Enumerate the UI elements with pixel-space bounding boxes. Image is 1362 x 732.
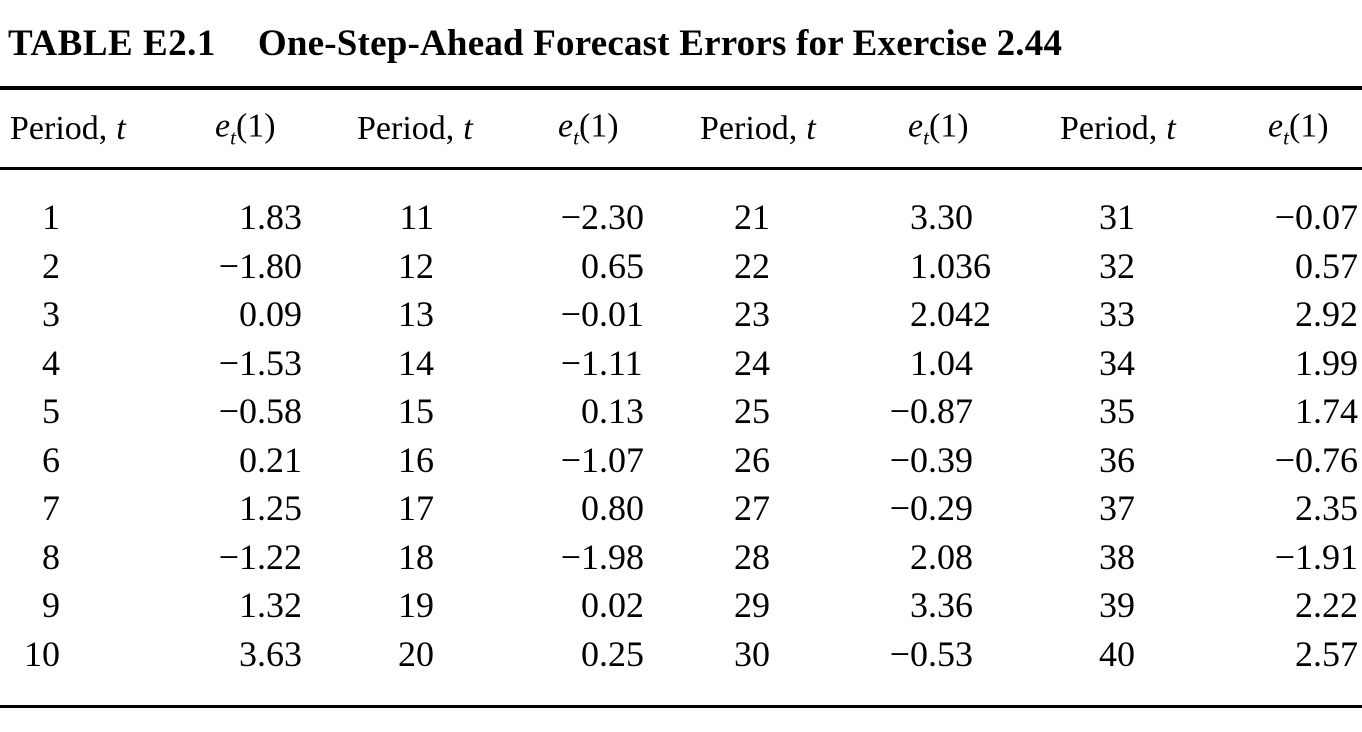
period-cell: 16 <box>398 439 434 480</box>
period-cell: 14 <box>398 342 434 383</box>
period-cell: 2 <box>42 245 60 286</box>
error-value-cell: 2. 57 <box>1295 633 1358 674</box>
period-cell: 29 <box>734 585 770 626</box>
error-value-cell: 0. 13 <box>581 391 644 432</box>
period-header-3: Period, t <box>700 109 816 147</box>
period-cell: 12 <box>398 245 434 286</box>
error-value-cell: −0. 39 <box>889 439 973 480</box>
error-value-cell: 3. 30 <box>910 197 973 238</box>
period-cell: 24 <box>734 342 770 383</box>
error-value-cell: −0. 87 <box>889 391 973 432</box>
table-header-row: Period, t et(1) Period, t et(1) Period, t e… <box>0 90 1362 170</box>
period-cell: 18 <box>398 536 434 577</box>
period-cell: 39 <box>1099 585 1135 626</box>
period-cell: 20 <box>398 633 434 674</box>
error-value-cell: 1. 74 <box>1295 391 1358 432</box>
period-cell: 36 <box>1099 439 1135 480</box>
period-cell: 23 <box>734 294 770 335</box>
period-cell: 3 <box>42 294 60 335</box>
error-value-cell: −1. 80 <box>218 245 302 286</box>
error-value-cell: −0. 01 <box>560 294 644 335</box>
error-value-cell: −0. 58 <box>218 391 302 432</box>
error-header-3: et(1) <box>908 107 969 149</box>
table-title: TABLE E2.1 One-Step-Ahead Forecast Errors… <box>0 0 1362 90</box>
period-cell: 13 <box>398 294 434 335</box>
period-cell: 40 <box>1099 633 1135 674</box>
period-cell: 32 <box>1099 245 1135 286</box>
error-value-cell: −1. 98 <box>560 536 644 577</box>
error-value-cell: −1. 53 <box>218 342 302 383</box>
error-value-cell: 0. 25 <box>581 633 644 674</box>
table-title-text: One-Step-Ahead Forecast Errors for Exerc… <box>257 23 1063 64</box>
error-value-cell: 1. 036 <box>910 245 991 286</box>
period-cell: 27 <box>734 488 770 529</box>
error-header-1: et(1) <box>215 107 276 149</box>
error-value-cell: 1. 04 <box>910 342 973 383</box>
error-value-cell: 3. 36 <box>910 585 973 626</box>
error-value-cell: 1. 32 <box>239 585 302 626</box>
period-cell: 8 <box>42 536 60 577</box>
table-grid: 1 1. 83 11 −2. 30 21 3. 30 31 −0. 07 2 −1. 80 12 0. 65 22 1… <box>0 170 1362 708</box>
error-value-cell: 1. 99 <box>1295 342 1358 383</box>
error-header-2: et(1) <box>558 107 619 149</box>
error-value-cell: 0. 65 <box>581 245 644 286</box>
error-value-cell: −1. 91 <box>1274 536 1358 577</box>
error-value-cell: −1. 22 <box>218 536 302 577</box>
period-header-1: Period, t <box>10 109 126 147</box>
period-cell: 33 <box>1099 294 1135 335</box>
error-value-cell: 0. 09 <box>239 294 302 335</box>
period-cell: 9 <box>42 585 60 626</box>
error-value-cell: 0. 57 <box>1295 245 1358 286</box>
period-cell: 25 <box>734 391 770 432</box>
error-value-cell: −0. 53 <box>889 633 973 674</box>
error-value-cell: 2. 35 <box>1295 488 1358 529</box>
period-cell: 15 <box>398 391 434 432</box>
period-cell: 19 <box>398 585 434 626</box>
error-value-cell: −0. 29 <box>889 488 973 529</box>
period-cell: 7 <box>42 488 60 529</box>
error-value-cell: 0. 02 <box>581 585 644 626</box>
period-cell: 37 <box>1099 488 1135 529</box>
error-value-cell: 2. 92 <box>1295 294 1358 335</box>
error-value-cell: 0. 80 <box>581 488 644 529</box>
error-value-cell: −0. 07 <box>1274 197 1358 238</box>
period-header-2: Period, t <box>357 109 473 147</box>
period-cell: 6 <box>42 439 60 480</box>
period-cell: 28 <box>734 536 770 577</box>
error-header-4: et(1) <box>1268 107 1329 149</box>
period-cell: 26 <box>734 439 770 480</box>
error-value-cell: 3. 63 <box>239 633 302 674</box>
error-value-cell: 1. 25 <box>239 488 302 529</box>
table-title-tag: TABLE E2.1 <box>8 23 216 64</box>
error-value-cell: 0. 21 <box>239 439 302 480</box>
period-cell: 11 <box>399 197 434 238</box>
period-cell: 38 <box>1099 536 1135 577</box>
error-value-cell: 2. 22 <box>1295 585 1358 626</box>
period-cell: 31 <box>1099 197 1135 238</box>
error-value-cell: −1. 11 <box>560 342 643 383</box>
period-cell: 4 <box>42 342 60 383</box>
period-cell: 5 <box>42 391 60 432</box>
error-value-cell: −0. 76 <box>1274 439 1358 480</box>
period-cell: 30 <box>734 633 770 674</box>
error-value-cell: −2. 30 <box>560 197 644 238</box>
period-cell: 1 <box>42 197 60 238</box>
period-cell: 10 <box>24 633 60 674</box>
period-cell: 21 <box>734 197 770 238</box>
period-cell: 35 <box>1099 391 1135 432</box>
error-value-cell: 2. 042 <box>910 294 991 335</box>
error-value-cell: −1. 07 <box>560 439 644 480</box>
period-cell: 34 <box>1099 342 1135 383</box>
error-value-cell: 2. 08 <box>910 536 973 577</box>
period-header-4: Period, t <box>1060 109 1176 147</box>
error-value-cell: 1. 83 <box>239 197 302 238</box>
period-cell: 22 <box>734 245 770 286</box>
period-cell: 17 <box>398 488 434 529</box>
